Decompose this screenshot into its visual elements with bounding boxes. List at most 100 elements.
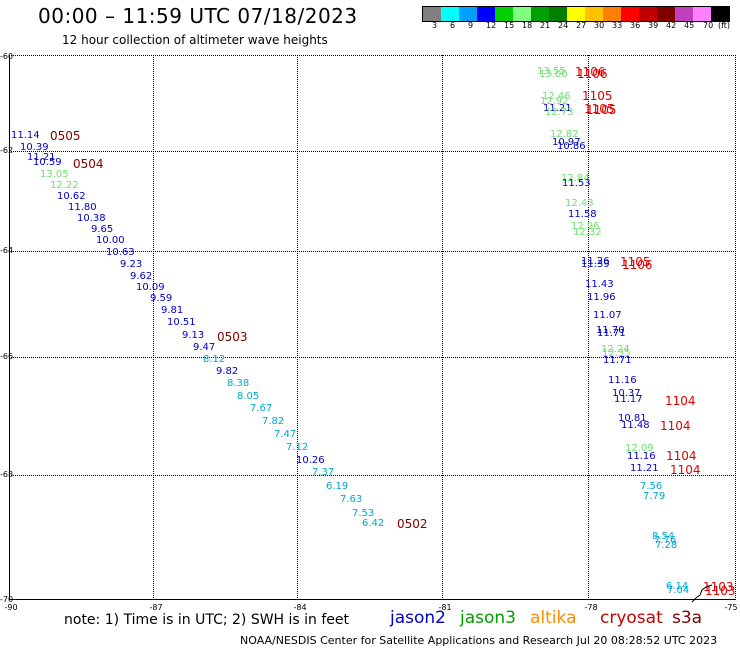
wave-height-label: 11.71 <box>597 328 626 339</box>
legend-label: 70 <box>703 21 714 30</box>
time-label: 1106 <box>622 258 653 272</box>
time-label: 1104 <box>670 463 701 477</box>
legend-label: 39 <box>648 21 659 30</box>
wave-height-label: 12.24 <box>601 344 630 355</box>
wave-height-label: 13.05 <box>40 169 69 180</box>
wave-height-label: 11.58 <box>568 209 597 220</box>
wave-height-label: 12.32 <box>573 227 602 238</box>
wave-height-label: 8.05 <box>237 391 260 402</box>
legend-label: 3 <box>432 21 438 30</box>
legend-swatch <box>567 7 585 21</box>
wave-height-label: 9.65 <box>91 224 114 235</box>
wave-height-label: 7.67 <box>250 403 273 414</box>
time-label: 1104 <box>666 449 697 463</box>
wave-height-label: 11.17 <box>614 394 643 405</box>
legend-label: 30 <box>594 21 605 30</box>
legend-label: 15 <box>504 21 515 30</box>
time-label: 1104 <box>665 394 696 408</box>
plot-area <box>9 55 736 600</box>
time-label: 1105 <box>586 103 617 117</box>
legend-jason3: jason3 <box>460 608 516 628</box>
wave-height-label: 11.14 <box>11 130 40 141</box>
time-label: 1105 <box>620 255 651 269</box>
gridline-lon <box>588 55 589 600</box>
wave-height-label: 9.82 <box>216 366 239 377</box>
legend-label: 36 <box>630 21 641 30</box>
time-label: 0504 <box>73 157 104 171</box>
lat-tick-label: -62 <box>0 146 14 155</box>
wave-height-label: 11.16 <box>627 451 656 462</box>
wave-height-label: 10.51 <box>167 317 196 328</box>
wave-height-label: 9.23 <box>120 259 143 270</box>
time-label: 1103 <box>705 584 736 598</box>
legend-swatch <box>495 7 513 21</box>
wave-height-label: 7.56 <box>640 481 663 492</box>
lon-tick-label: -81 <box>438 603 452 612</box>
wave-height-label: 11.71 <box>603 355 632 366</box>
wave-height-label: 12.82 <box>550 129 579 140</box>
map-subtitle: 12 hour collection of altimeter wave hei… <box>62 33 328 47</box>
legend-swatch <box>531 7 549 21</box>
wave-height-label: 12.43 <box>565 198 594 209</box>
legend-swatch <box>603 7 621 21</box>
gridline-lat <box>9 475 736 476</box>
lat-tick-label: -66 <box>0 352 14 361</box>
time-label: 1103 <box>703 580 734 594</box>
wave-height-label: 12.73 <box>545 107 574 118</box>
wave-height-label: 8.54 <box>652 531 675 542</box>
wave-height-label: 7.37 <box>312 467 335 478</box>
wave-height-label: 10.59 <box>33 157 62 168</box>
wave-height-label: 11.53 <box>562 178 591 189</box>
wave-height-label: 11.96 <box>587 292 616 303</box>
lon-tick-label: -84 <box>293 603 307 612</box>
credit-line: NOAA/NESDIS Center for Satellite Applica… <box>240 634 718 647</box>
wave-height-label: 8.12 <box>203 354 226 365</box>
time-label: 0505 <box>50 129 81 143</box>
lon-tick-label: -87 <box>149 603 163 612</box>
wave-height-label: 10.37 <box>612 388 641 399</box>
time-label: 1104 <box>660 419 691 433</box>
wave-height-label: 6.19 <box>326 481 349 492</box>
wave-height-label: 10.39 <box>20 142 49 153</box>
time-label: 1105 <box>584 102 615 116</box>
wave-height-label: 6.14 <box>666 581 689 592</box>
legend-label: 12 <box>486 21 497 30</box>
wave-height-label: 12.35 <box>602 348 631 359</box>
wave-height-label: 11.39 <box>581 259 610 270</box>
wave-height-label: 11.21 <box>27 152 56 163</box>
wave-height-label: 11.80 <box>68 202 97 213</box>
legend-cryosat: cryosat <box>600 608 663 628</box>
wave-height-label: 12.96 <box>571 221 600 232</box>
wave-height-label: 11.26 <box>581 256 610 267</box>
legend-swatch <box>459 7 477 21</box>
gridline-lon <box>297 55 298 600</box>
legend-swatch <box>621 7 639 21</box>
wave-height-label: 9.81 <box>161 305 184 316</box>
legend-swatch <box>585 7 603 21</box>
wave-height-label: 11.43 <box>585 279 614 290</box>
wave-height-label: 7.47 <box>274 429 297 440</box>
wave-height-label: 13.00 <box>539 69 568 80</box>
wave-height-label: 7.04 <box>667 585 690 596</box>
gridline-lat <box>9 251 736 252</box>
legend-swatch <box>675 7 693 21</box>
wave-height-label: 7.79 <box>643 491 666 502</box>
wave-height-label: 11.16 <box>608 375 637 386</box>
wave-height-label: 10.97 <box>552 137 581 148</box>
wave-height-label: 7.76 <box>654 535 677 546</box>
legend-label: 27 <box>576 21 587 30</box>
wave-height-label: 12.22 <box>50 180 79 191</box>
legend-swatch <box>441 7 459 21</box>
wave-height-label: 7.82 <box>262 416 285 427</box>
note-text: note: 1) Time is in UTC; 2) SWH is in fe… <box>64 612 350 628</box>
wave-height-label: 12.84 <box>561 173 590 184</box>
legend-label: 6 <box>450 21 456 30</box>
legend-swatch <box>477 7 495 21</box>
legend-label: (ft) <box>718 21 731 30</box>
legend-swatch <box>711 7 729 21</box>
time-label: 0502 <box>397 517 428 531</box>
lon-tick-label: -90 <box>4 603 18 612</box>
gridline-lon <box>153 55 154 600</box>
wave-height-label: 7.63 <box>340 494 363 505</box>
